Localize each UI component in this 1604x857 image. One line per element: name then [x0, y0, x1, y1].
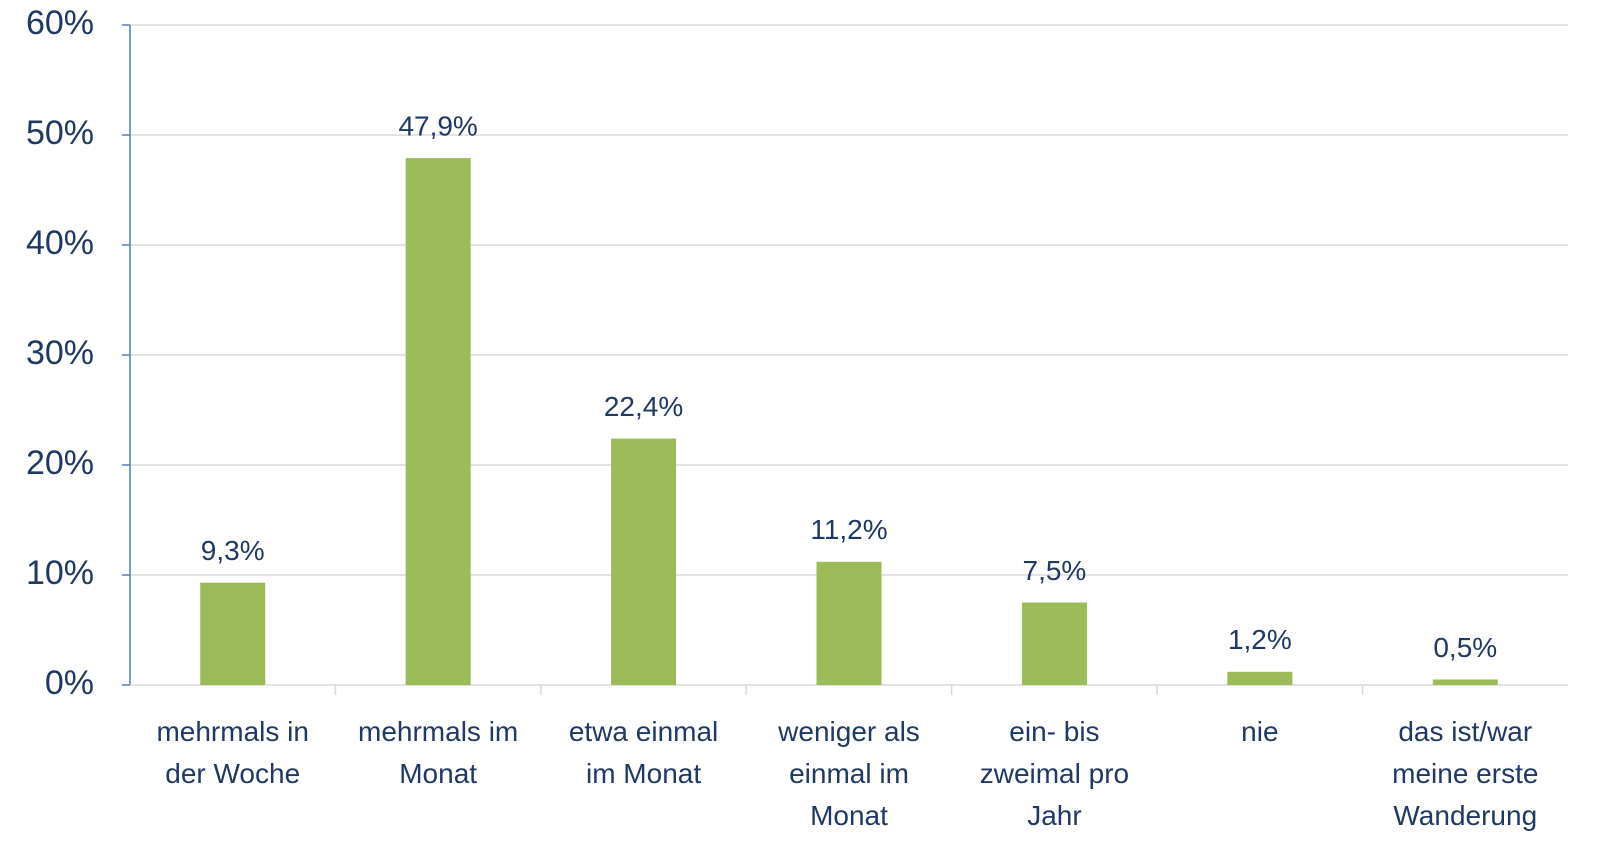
bar — [1227, 671, 1293, 685]
y-tick-label: 30% — [26, 334, 94, 372]
data-label: 22,4% — [604, 391, 683, 422]
bar — [816, 561, 882, 685]
data-label: 47,9% — [398, 110, 477, 141]
bar — [1021, 602, 1087, 685]
x-tick-label: weniger als einmal im Monat — [778, 716, 920, 831]
y-tick-label: 50% — [26, 114, 94, 152]
bar — [405, 158, 471, 686]
x-tick-label: ein- bis zweimal pro Jahr — [979, 716, 1130, 831]
x-tick-label: etwa einmal im Monat — [568, 716, 719, 789]
x-tick-label: nie — [1241, 716, 1279, 747]
data-label: 11,2% — [810, 514, 887, 545]
y-tick-label: 60% — [26, 4, 94, 42]
data-label: 1,2% — [1228, 624, 1292, 655]
x-tick-label: mehrmals in der Woche — [156, 716, 309, 789]
y-tick-label: 0% — [45, 664, 94, 702]
bar — [1432, 679, 1498, 685]
x-tick-label: das ist/war meine erste Wanderung — [1392, 716, 1539, 831]
data-label: 9,3% — [201, 535, 265, 566]
bar — [200, 582, 266, 685]
y-tick-label: 10% — [26, 554, 94, 592]
y-tick-label: 20% — [26, 444, 94, 482]
data-label: 7,5% — [1023, 555, 1087, 586]
x-tick-label: mehrmals im Monat — [358, 716, 519, 789]
y-tick-label: 40% — [26, 224, 94, 262]
bar — [611, 438, 677, 685]
data-label: 0,5% — [1433, 632, 1497, 663]
